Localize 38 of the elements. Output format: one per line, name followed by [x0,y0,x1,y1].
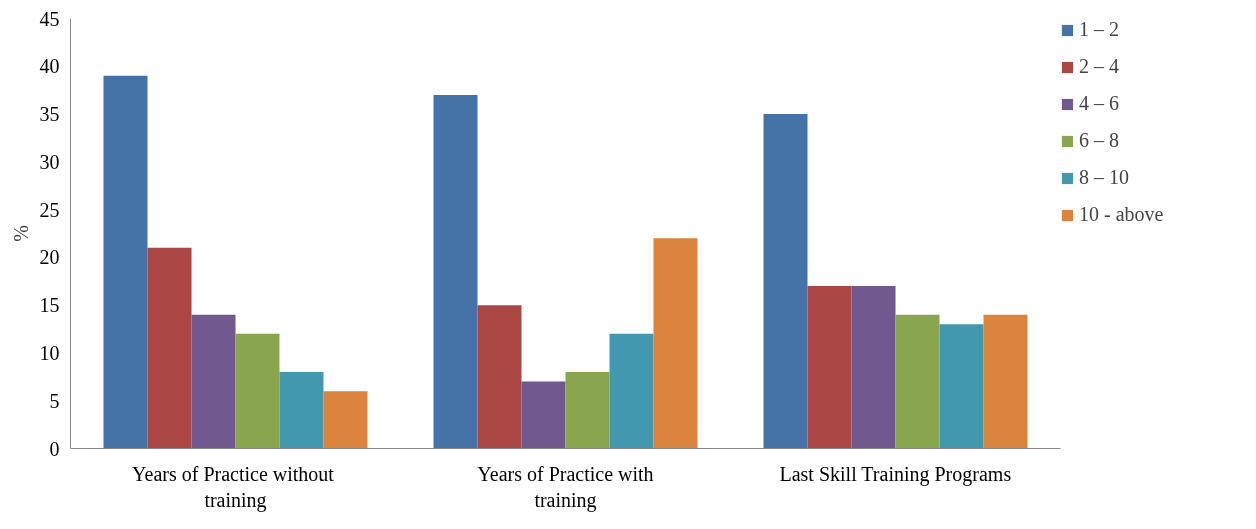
legend-label: 2 – 4 [1079,55,1119,78]
bar [521,381,566,449]
y-tick-label: 25 [39,198,60,221]
bar [191,314,236,449]
y-tick-label: 40 [39,55,60,78]
bar [983,314,1028,449]
y-tick-label: 5 [49,389,60,412]
y-tick-label: 20 [39,246,60,269]
y-tick-label: 10 [39,341,60,364]
bar [939,324,984,449]
legend-label: 4 – 6 [1079,92,1119,115]
x-tick-label: Years of Practice without training [132,462,335,512]
bar [653,238,698,449]
bar [851,286,896,449]
legend-label: 8 – 10 [1079,166,1129,189]
bar [609,333,654,449]
legend-label: 10 - above [1079,203,1164,226]
bar [279,372,324,449]
bar [235,333,280,449]
y-tick-label: 0 [49,437,60,460]
bar [323,391,368,449]
y-axis-title: % [9,225,32,242]
bar [477,305,522,449]
bar [147,247,192,449]
legend-label: 1 – 2 [1079,18,1119,41]
bar [433,94,478,449]
y-tick-label: 30 [39,150,60,173]
bar [103,75,148,449]
x-tick-label: Years of Practice with training [477,462,654,512]
bar [763,114,808,449]
y-tick-label: 35 [39,103,60,126]
y-tick-label: 15 [39,294,60,317]
y-tick-label: 45 [39,7,60,30]
legend-label: 6 – 8 [1079,129,1119,152]
bar [565,372,610,449]
bar [807,286,852,449]
x-tick-label: Last Skill Training Programs [779,462,1012,486]
bar [895,314,940,449]
